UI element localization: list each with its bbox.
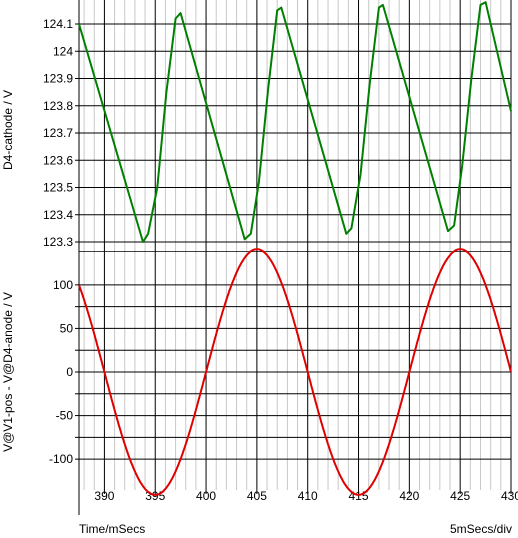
x-tick-label: 390 [94,489,114,503]
top-y-tick-label: 124 [53,44,73,58]
top-y-tick-label: 124.1 [43,17,73,31]
top-y-tick-label: 123.3 [43,235,73,249]
top-y-tick-label: 123.6 [43,153,73,167]
top-y-tick-label: 123.7 [43,126,73,140]
bottom-series-line [78,248,512,496]
x-tick-label: 425 [450,489,470,503]
x-tick-label: 420 [399,489,419,503]
top-series-line [78,1,512,243]
top-plot-panel: 123.3 123.4 123.5 123.6 123.7 123.8 123.9 124 12… [43,0,512,253]
top-y-tick-label: 123.4 [43,208,73,222]
top-y-axis-title: D4-cathode / V [1,90,15,170]
bottom-y-tick-label: -50 [56,409,74,423]
x-tick-label: 410 [298,489,318,503]
bottom-plot-background [79,252,511,515]
bottom-y-tick-label: 100 [53,278,73,292]
top-y-tick-label: 123.9 [43,72,73,86]
bottom-y-tick-label: 0 [66,365,73,379]
x-scale-label: 5mSecs/div [449,522,512,536]
top-plot-background [79,0,511,252]
top-y-tick-label: 123.8 [43,99,73,113]
x-tick-label: 400 [196,489,216,503]
x-axis-title: Time/mSecs [79,522,146,536]
bottom-y-tick-label: -100 [49,452,73,466]
bottom-y-tick-label: 50 [60,321,74,335]
x-tick-label: 405 [247,489,267,503]
bottom-y-axis-title: V@V1-pos - V@D4-anode / V [1,292,15,452]
top-y-tick-label: 123.5 [43,181,73,195]
x-tick-label: 430 [501,489,518,503]
